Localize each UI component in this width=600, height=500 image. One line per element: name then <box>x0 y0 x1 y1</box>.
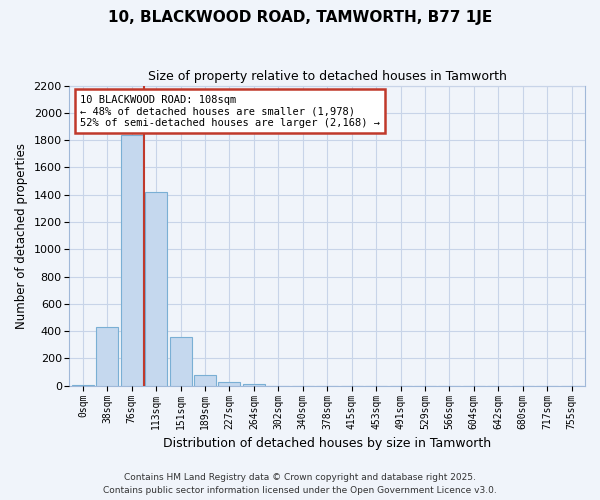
X-axis label: Distribution of detached houses by size in Tamworth: Distribution of detached houses by size … <box>163 437 491 450</box>
Bar <box>145 192 167 386</box>
Bar <box>243 384 265 386</box>
Bar <box>170 338 191 386</box>
Text: Contains HM Land Registry data © Crown copyright and database right 2025.
Contai: Contains HM Land Registry data © Crown c… <box>103 474 497 495</box>
Bar <box>72 385 94 386</box>
Y-axis label: Number of detached properties: Number of detached properties <box>15 142 28 328</box>
Bar <box>194 375 216 386</box>
Text: 10, BLACKWOOD ROAD, TAMWORTH, B77 1JE: 10, BLACKWOOD ROAD, TAMWORTH, B77 1JE <box>108 10 492 25</box>
Text: 10 BLACKWOOD ROAD: 108sqm
← 48% of detached houses are smaller (1,978)
52% of se: 10 BLACKWOOD ROAD: 108sqm ← 48% of detac… <box>80 94 380 128</box>
Bar <box>97 327 118 386</box>
Title: Size of property relative to detached houses in Tamworth: Size of property relative to detached ho… <box>148 70 506 83</box>
Bar <box>121 134 143 386</box>
Bar <box>218 382 241 386</box>
